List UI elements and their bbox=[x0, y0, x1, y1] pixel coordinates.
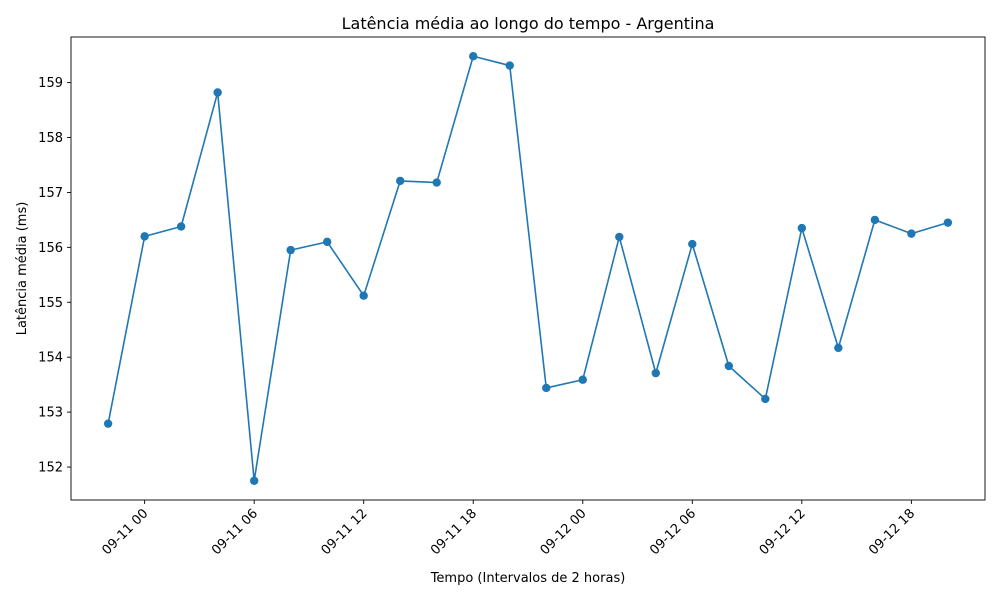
y-tick-label: 156 bbox=[38, 241, 63, 256]
data-point bbox=[469, 52, 478, 61]
data-point bbox=[870, 215, 880, 225]
data-point bbox=[578, 375, 587, 384]
x-tick-label: 09-11 00 bbox=[100, 506, 152, 558]
data-point bbox=[176, 222, 186, 231]
y-tick-label: 152 bbox=[38, 461, 63, 476]
y-tick-label: 153 bbox=[38, 406, 63, 421]
data-point bbox=[943, 218, 953, 227]
data-point bbox=[359, 291, 368, 300]
data-point bbox=[651, 368, 660, 378]
x-tick-label: 09-12 18 bbox=[866, 506, 918, 558]
x-tick-label: 09-11 12 bbox=[319, 506, 371, 558]
x-axis-label: Tempo (Intervalos de 2 horas) bbox=[430, 571, 626, 586]
data-point bbox=[396, 176, 405, 186]
data-point bbox=[542, 383, 551, 393]
data-point bbox=[688, 239, 697, 249]
series-layer bbox=[103, 52, 953, 485]
data-point bbox=[249, 476, 259, 485]
x-tick-label: 09-12 00 bbox=[538, 506, 590, 558]
data-point bbox=[432, 178, 441, 187]
data-point bbox=[615, 232, 624, 242]
data-point bbox=[724, 361, 734, 371]
x-axis-ticks: 09-11 00 09-11 06 09-11 12 09-11 18 09-12 00… bbox=[100, 500, 918, 558]
data-point bbox=[505, 61, 514, 70]
data-point bbox=[761, 394, 770, 404]
x-tick-label: 09-11 06 bbox=[209, 506, 261, 558]
series-line bbox=[107, 55, 949, 482]
y-axis-ticks: 152 153 154 155 156 157 158 159 bbox=[38, 76, 71, 476]
plot-area bbox=[70, 36, 986, 501]
y-tick-label: 155 bbox=[38, 296, 63, 311]
data-point bbox=[286, 245, 295, 255]
y-tick-label: 159 bbox=[38, 76, 63, 91]
data-point bbox=[322, 237, 332, 247]
x-tick-label: 09-12 12 bbox=[757, 506, 809, 558]
data-point bbox=[907, 229, 916, 238]
chart-title: Latência média ao longo do tempo - Argen… bbox=[342, 14, 715, 33]
y-tick-label: 158 bbox=[38, 131, 63, 146]
y-axis-label: Latência média (ms) bbox=[15, 202, 30, 336]
data-point bbox=[103, 419, 113, 428]
data-point bbox=[834, 343, 843, 353]
x-tick-label: 09-11 18 bbox=[428, 506, 480, 558]
y-tick-label: 154 bbox=[38, 351, 63, 366]
y-tick-label: 157 bbox=[38, 186, 63, 201]
data-point bbox=[140, 232, 149, 241]
x-tick-label: 09-12 06 bbox=[647, 506, 699, 558]
data-point bbox=[797, 223, 807, 233]
data-point bbox=[213, 88, 222, 97]
